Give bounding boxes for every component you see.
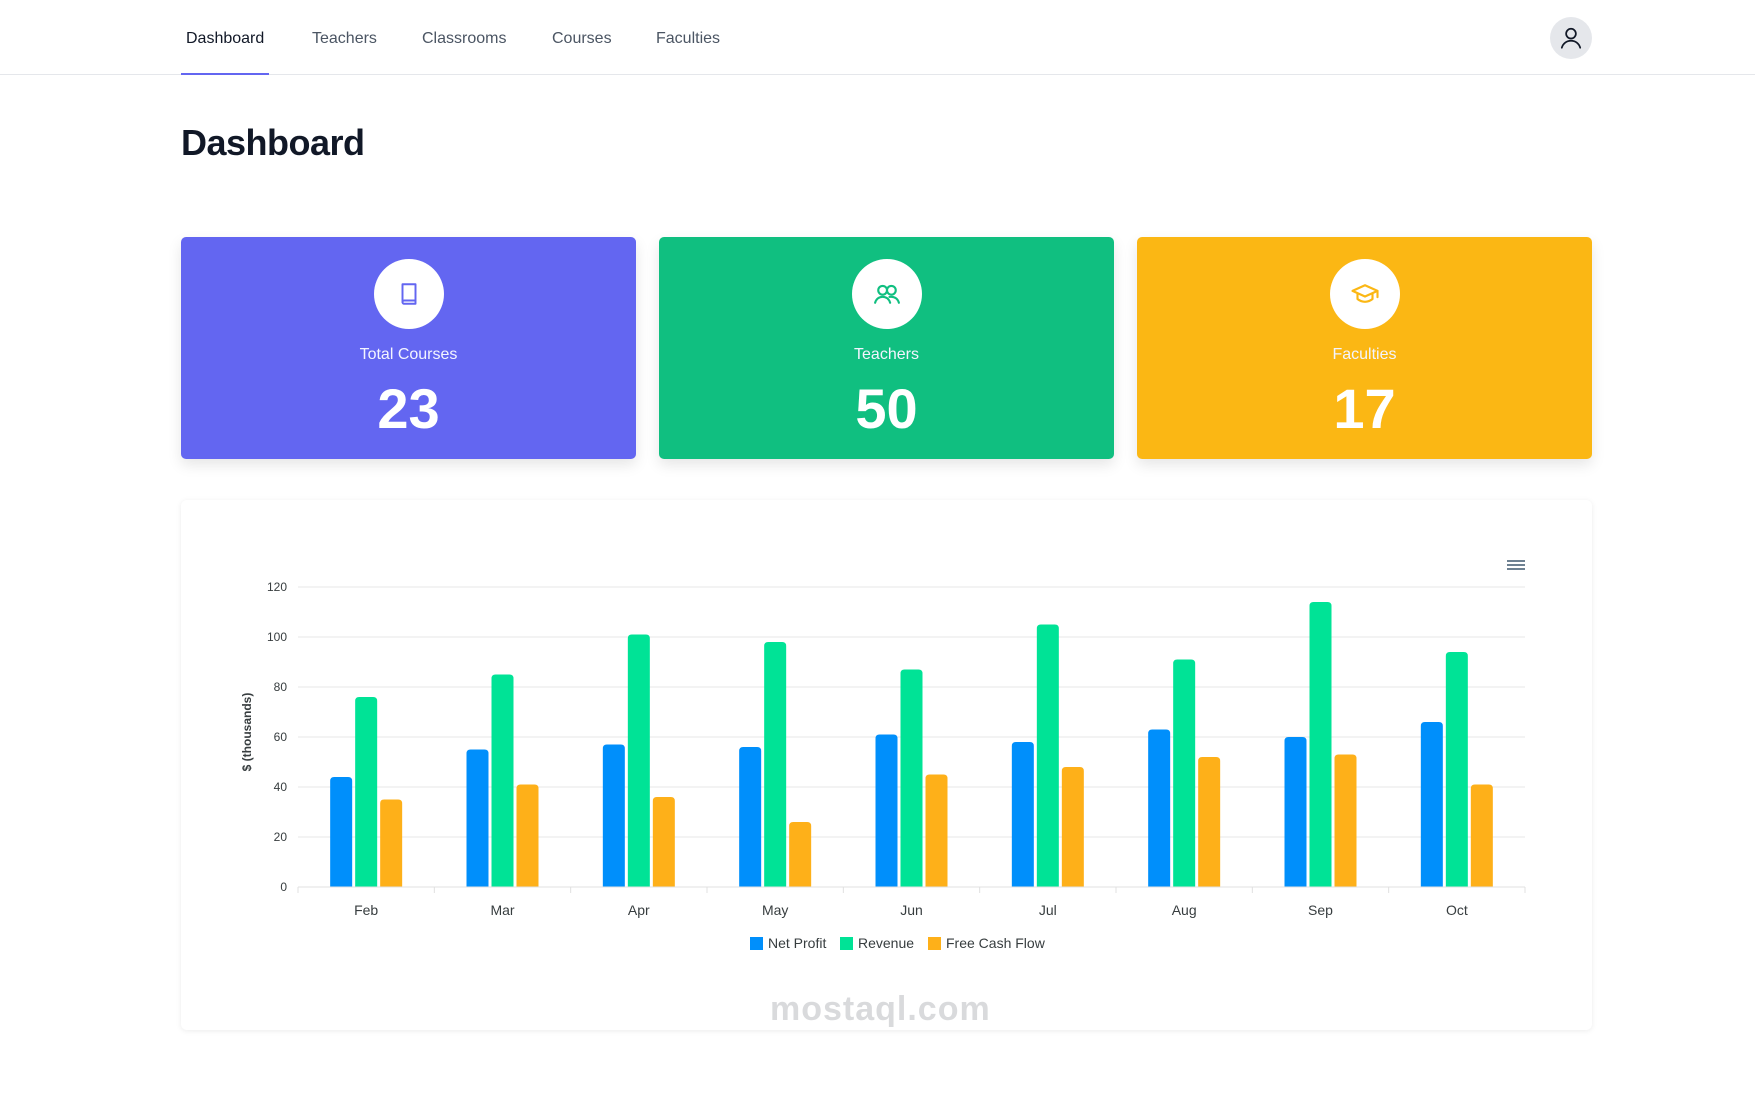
bar-net-profit: [875, 734, 898, 887]
bar-free-cash-flow: [1061, 767, 1084, 887]
stat-card-teachers: Teachers 50: [659, 237, 1114, 459]
x-tick-label: Aug: [1172, 902, 1197, 918]
nav-tab-dashboard[interactable]: Dashboard: [180, 0, 270, 75]
x-tick-label: Mar: [490, 902, 514, 918]
legend-marker: [750, 937, 763, 950]
users-icon: [874, 284, 900, 304]
bar-revenue: [764, 642, 787, 887]
bar-revenue: [900, 669, 923, 887]
x-tick-label: Feb: [354, 902, 378, 918]
book-icon: [401, 283, 417, 305]
bar-free-cash-flow: [789, 822, 812, 887]
bar-net-profit: [1284, 737, 1307, 887]
bar-net-profit: [602, 744, 625, 887]
legend-marker: [840, 937, 853, 950]
hamburger-menu-icon[interactable]: [1505, 556, 1527, 574]
y-tick-label: 120: [267, 580, 287, 594]
nav-tab-classrooms[interactable]: Classrooms: [422, 30, 507, 47]
y-tick-label: 40: [274, 780, 288, 794]
page-title: Dashboard: [181, 122, 365, 163]
bar-net-profit: [466, 749, 489, 887]
nav-tab-teachers[interactable]: Teachers: [312, 30, 377, 47]
stat-card-total-courses: Total Courses 23: [181, 237, 636, 459]
bar-net-profit: [330, 777, 353, 887]
legend-marker: [928, 937, 941, 950]
y-axis-title: $ (thousands): [240, 693, 254, 772]
legend-label: Free Cash Flow: [946, 935, 1046, 951]
stat-card-value: 50: [855, 377, 918, 440]
stat-card-label: Teachers: [854, 346, 919, 363]
nav-tab-faculties[interactable]: Faculties: [656, 30, 721, 47]
x-tick-label: Oct: [1446, 902, 1468, 918]
user-avatar-button[interactable]: [1550, 17, 1592, 59]
chart-bars: [330, 602, 1493, 887]
stat-card-label: Faculties: [1332, 346, 1397, 363]
bar-revenue: [491, 674, 514, 887]
stat-card-faculties: Faculties 17: [1137, 237, 1592, 459]
y-tick-label: 60: [274, 730, 288, 744]
y-tick-label: 100: [267, 630, 287, 644]
bar-free-cash-flow: [380, 799, 403, 887]
bar-net-profit: [1011, 742, 1034, 887]
bar-net-profit: [739, 747, 762, 887]
user-icon: [1560, 27, 1582, 49]
chart-axes: 0 20 40 60 80 100 120 Feb Mar Apr May Jun Jul Aug Sep O…: [267, 580, 1526, 918]
bar-free-cash-flow: [1198, 757, 1221, 887]
stat-card-icon-circle: [1330, 259, 1400, 329]
bar-net-profit: [1420, 722, 1443, 887]
y-tick-label: 20: [274, 830, 288, 844]
bar-revenue: [1445, 652, 1468, 887]
chart-legend: Net Profit Revenue Free Cash Flow: [750, 935, 1046, 951]
bar-free-cash-flow: [1334, 754, 1357, 887]
legend-label: Net Profit: [768, 935, 826, 951]
bar-free-cash-flow: [1470, 784, 1493, 887]
watermark-text: mostaql.com: [770, 990, 991, 1028]
x-tick-label: May: [762, 902, 788, 918]
y-tick-label: 80: [274, 680, 288, 694]
bar-revenue: [1036, 624, 1059, 887]
bar-net-profit: [1148, 729, 1171, 887]
x-tick-label: Sep: [1308, 902, 1333, 918]
bar-revenue: [627, 634, 650, 887]
bar-revenue: [355, 697, 378, 887]
bar-free-cash-flow: [652, 797, 675, 887]
y-tick-label: 0: [280, 880, 287, 894]
x-tick-label: Apr: [628, 902, 650, 918]
stat-card-icon-circle: [852, 259, 922, 329]
bar-free-cash-flow: [516, 784, 539, 887]
stat-card-label: Total Courses: [359, 346, 458, 363]
graduation-cap-icon: [1351, 284, 1379, 303]
nav-tab-courses[interactable]: Courses: [552, 30, 612, 47]
top-navbar: Dashboard Teachers Classrooms Courses Fa…: [0, 0, 1755, 75]
bar-revenue: [1309, 602, 1332, 887]
stat-card-value: 23: [377, 377, 440, 440]
stat-card-icon-circle: [374, 259, 444, 329]
bar-free-cash-flow: [925, 774, 948, 887]
stat-card-value: 17: [1333, 377, 1396, 440]
bar-revenue: [1173, 659, 1196, 887]
x-tick-label: Jul: [1039, 902, 1057, 918]
x-tick-label: Jun: [900, 902, 923, 918]
legend-label: Revenue: [858, 935, 914, 951]
